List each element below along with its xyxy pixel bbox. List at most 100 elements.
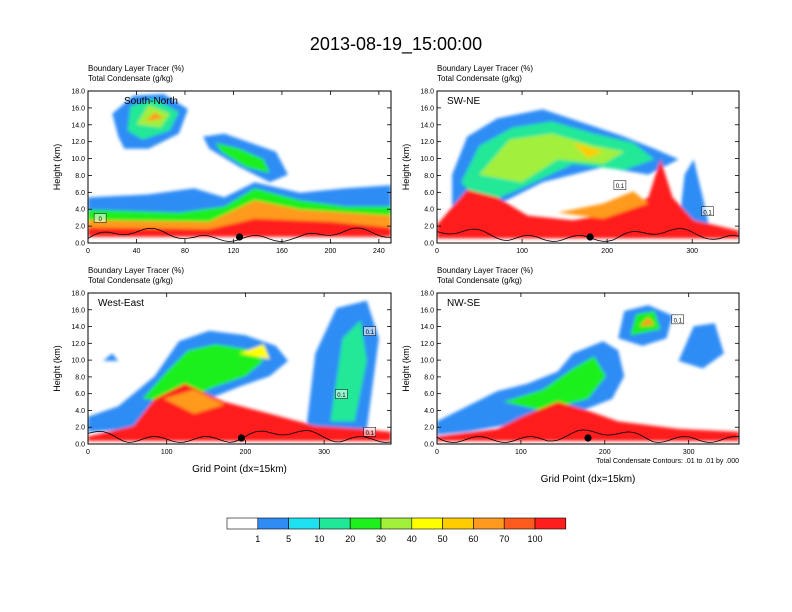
colorbar-label: 1 <box>255 534 260 544</box>
colorbar-swatch <box>380 517 413 530</box>
location-marker <box>235 233 244 241</box>
figure-title: 2013-08-19_15:00:00 <box>310 34 482 55</box>
y-tick-label: 18.0 <box>420 89 434 96</box>
contour-label: 0 <box>98 217 102 223</box>
y-tick-label: 6.0 <box>75 391 85 398</box>
panel-nw-se: 0.0 2.0 4.0 6.0 8.0 10.0 12.0 14.0 16.0 18.0 0 100 2… <box>401 266 740 485</box>
field-region <box>215 142 270 174</box>
location-marker <box>586 233 594 241</box>
x-tick-label: 100 <box>516 248 528 255</box>
y-tick-label: 10.0 <box>420 156 434 163</box>
contour-label-box <box>613 180 627 190</box>
y-axis-label: Height (km) <box>52 345 62 392</box>
colorbar-label: 10 <box>314 534 324 544</box>
contour-label: 0.1 <box>703 210 712 216</box>
x-tick-label: 160 <box>276 248 288 255</box>
panel-sw-ne: 0.0 2.0 4.0 6.0 8.0 10.0 12.0 14.0 16.0 18.0 0 100 2… <box>401 64 740 255</box>
y-axis-label: Height (km) <box>401 144 411 191</box>
y-tick-label: 14.0 <box>71 324 85 331</box>
y-tick-label: 6.0 <box>424 190 434 197</box>
y-tick-label: 8.0 <box>424 374 434 381</box>
x-tick-label: 100 <box>515 449 527 456</box>
colorbar-swatch <box>288 517 320 530</box>
panel-name: West-East <box>98 298 144 309</box>
location-marker <box>584 434 592 442</box>
panel-name: SW-NE <box>447 96 480 107</box>
colorbar-swatch <box>257 517 289 530</box>
panel-title-tracer: Boundary Layer Tracer (%) <box>437 64 533 73</box>
colorbar-swatch <box>534 517 567 530</box>
colorbar-label: 5 <box>286 534 291 544</box>
y-tick-label: 18.0 <box>420 291 434 298</box>
contour-label: 0.1 <box>616 184 625 190</box>
colorbar-label: 60 <box>468 534 478 544</box>
y-tick-label: 10.0 <box>71 358 85 365</box>
colorbar-label: 20 <box>345 534 355 544</box>
x-tick-label: 200 <box>240 449 252 456</box>
panel-west-east: 0.0 2.0 4.0 6.0 8.0 10.0 12.0 14.0 16.0 18.0 0 100 2… <box>52 266 392 475</box>
y-tick-label: 0.0 <box>75 241 85 248</box>
y-tick-label: 18.0 <box>71 89 85 96</box>
location-marker <box>237 434 246 442</box>
plot-frame <box>87 90 392 244</box>
y-tick-label: 6.0 <box>75 190 85 197</box>
contour-label: 0.1 <box>366 330 375 336</box>
colorbar-swatch <box>226 517 259 530</box>
contour-label: 0.1 <box>337 393 346 399</box>
y-tick-label: 14.0 <box>420 324 434 331</box>
y-tick-label: 16.0 <box>71 307 85 314</box>
contour-label-box <box>701 206 714 217</box>
x-tick-label: 40 <box>133 248 141 255</box>
field-region <box>678 323 724 369</box>
x-axis-label: Grid Point (dx=15km) <box>192 464 287 475</box>
y-tick-label: 4.0 <box>75 408 85 415</box>
panel-south-north: 0.0 2.0 4.0 6.0 8.0 10.0 12.0 14.0 16.0 18.0 0 40 80… <box>52 64 392 255</box>
contour-label-box <box>335 389 348 399</box>
field-region <box>437 159 739 239</box>
plot-frame <box>87 292 392 445</box>
field-region <box>239 344 270 360</box>
field-region <box>639 317 655 327</box>
x-tick-label: 200 <box>325 248 337 255</box>
contour-label-box <box>93 213 107 223</box>
y-tick-label: 4.0 <box>75 207 85 214</box>
field-region <box>678 159 709 228</box>
panel-title-condensate: Total Condensate (g/kg) <box>437 276 522 285</box>
colorbar-swatch <box>473 517 505 530</box>
plot-frame <box>436 292 740 445</box>
y-tick-label: 18.0 <box>71 291 85 298</box>
field-region <box>572 142 604 158</box>
colorbar-label: 50 <box>438 534 448 544</box>
panel-title-condensate: Total Condensate (g/kg) <box>88 276 173 285</box>
y-tick-label: 12.0 <box>71 139 85 146</box>
x-tick-label: 0 <box>86 449 90 456</box>
field-region <box>503 356 607 411</box>
x-tick-label: 240 <box>373 248 385 255</box>
y-tick-label: 0.0 <box>424 442 434 449</box>
field-region <box>557 191 649 219</box>
y-tick-label: 4.0 <box>424 207 434 214</box>
plot-frame <box>436 90 740 244</box>
x-axis-label: Grid Point (dx=15km) <box>541 474 636 485</box>
y-tick-label: 2.0 <box>75 224 85 231</box>
y-tick-label: 2.0 <box>75 425 85 432</box>
colorbar-label: 30 <box>376 534 386 544</box>
x-tick-label: 200 <box>601 248 613 255</box>
x-tick-label: 0 <box>435 449 439 456</box>
x-tick-label: 80 <box>181 248 189 255</box>
terrain-line <box>437 429 739 443</box>
panel-title-condensate: Total Condensate (g/kg) <box>437 74 522 83</box>
field-region <box>88 383 391 441</box>
panel-title-tracer: Boundary Layer Tracer (%) <box>88 64 184 73</box>
y-tick-label: 12.0 <box>71 341 85 348</box>
x-tick-label: 300 <box>318 449 330 456</box>
y-tick-label: 12.0 <box>420 139 434 146</box>
colorbar: 1 5 10 20 30 40 50 60 70 100 <box>226 517 567 544</box>
colorbar-swatch <box>442 517 474 530</box>
panel-name: South-North <box>124 96 178 107</box>
y-tick-label: 4.0 <box>424 408 434 415</box>
field-fill <box>88 300 391 441</box>
colorbar-label: 40 <box>407 534 417 544</box>
y-tick-label: 16.0 <box>420 105 434 112</box>
